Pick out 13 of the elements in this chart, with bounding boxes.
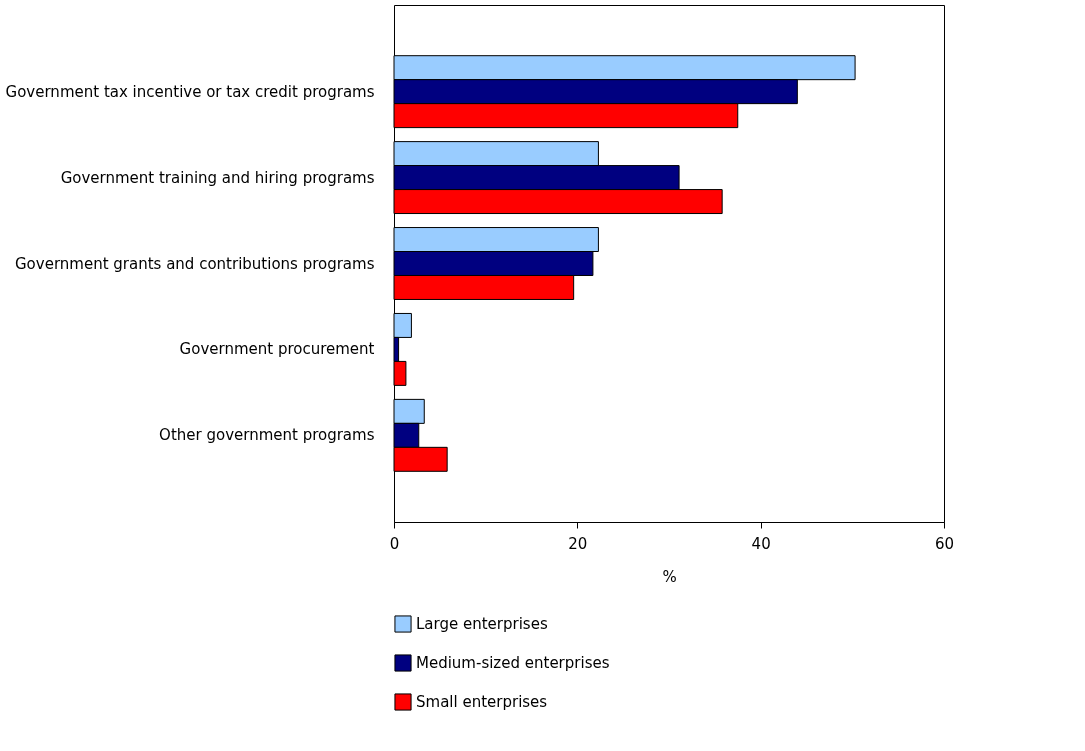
x-tick-label: 40 [751, 534, 771, 553]
x-tick-label: 0 [389, 534, 400, 553]
y-tick-label: Government grants and contributions programs [15, 254, 375, 273]
legend-label: Large enterprises [416, 615, 548, 633]
y-tick-label: Other government programs [159, 426, 375, 445]
y-tick-label: Government procurement [179, 340, 375, 359]
x-tick-label: 60 [934, 534, 955, 553]
y-tick-label: Government training and hiring programs [60, 168, 375, 187]
legend-label: Medium-sized enterprises [416, 654, 610, 672]
x-tick-label: 20 [568, 534, 588, 553]
x-axis-title: % [662, 567, 677, 586]
legend-label: Small enterprises [416, 693, 548, 711]
y-tick-label: Government tax incentive or tax credit programs [5, 82, 375, 101]
